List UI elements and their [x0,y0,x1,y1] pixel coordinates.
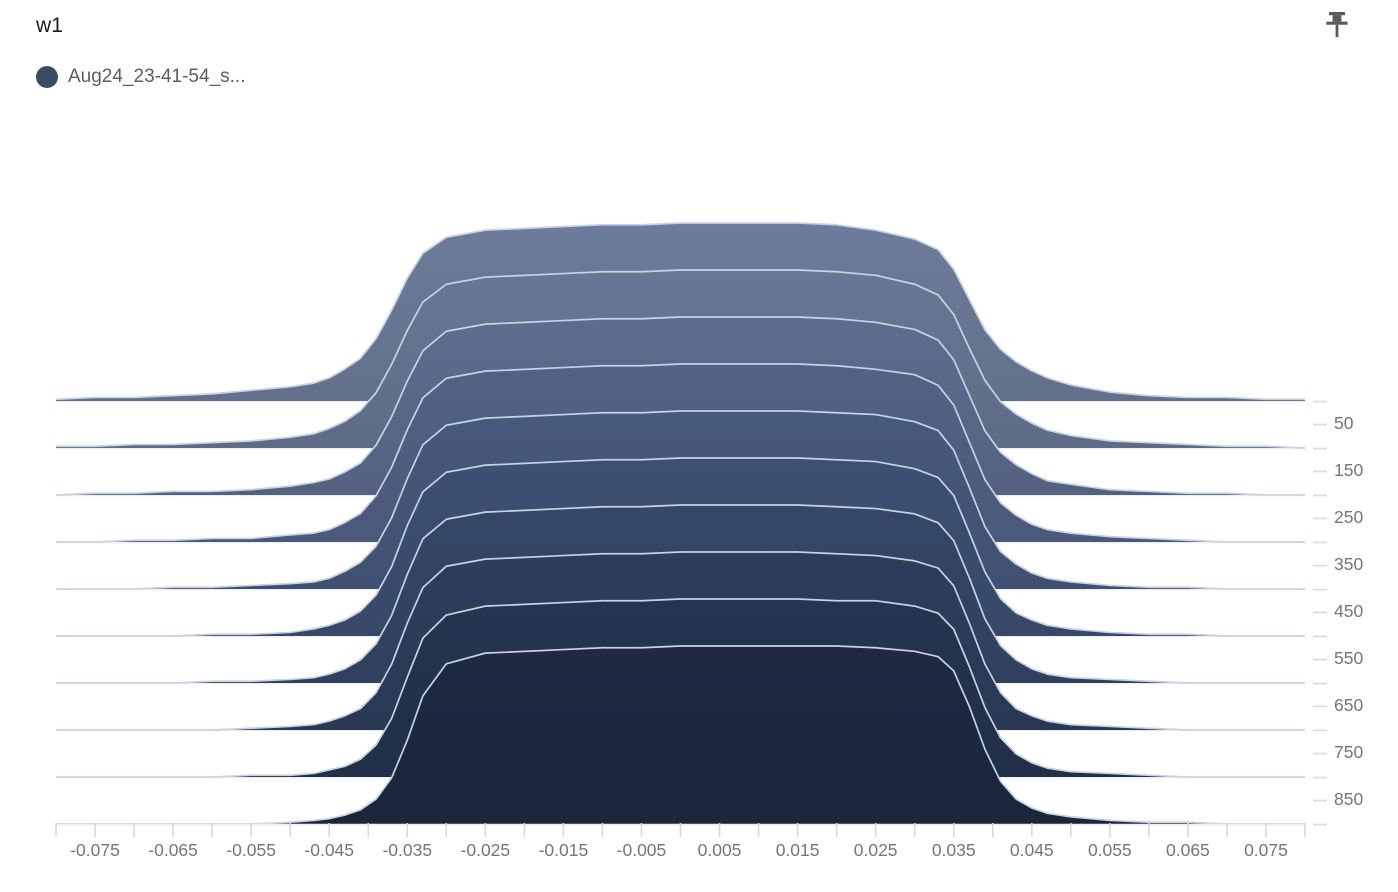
legend-item-label: Aug24_23-41-54_s... [68,66,246,87]
ridgeline-chart-svg: -0.075 -0.065 -0.055 -0.045 -0.035 -0.025 -0.0… [55,222,1363,860]
x-tick-label: -0.015 [539,840,589,860]
x-tick-label: 0.005 [698,840,742,860]
x-tick-label: 0.075 [1244,840,1288,860]
ridge-area [56,646,1305,824]
y-tick-label: 550 [1334,648,1363,668]
ridge-outline [56,363,1305,543]
ridge-outline [56,551,1305,731]
ridge-outline [56,504,1305,684]
x-tick-label: -0.055 [226,840,276,860]
x-tick-label: -0.025 [461,840,511,860]
y-tick-label: 450 [1334,601,1363,621]
ridge-outline [55,316,1305,496]
ridge-outline [56,598,1305,778]
y-tick-label: 250 [1334,507,1363,527]
y-axis: 50 150 250 350 450 550 650 750 850 [1313,400,1363,826]
ridge-outline [56,645,1305,825]
x-tick-label: -0.075 [70,840,120,860]
ridge-outline [56,269,1306,449]
x-tick-label: -0.035 [382,840,432,860]
y-tick-label: 650 [1334,695,1363,715]
y-tick-label: 50 [1334,413,1354,433]
page-title: w1 [36,14,64,37]
x-tick-label: -0.065 [148,840,198,860]
pushpin-icon[interactable] [1320,8,1354,42]
legend-color-swatch [36,66,58,88]
x-tick-label: -0.005 [617,840,667,860]
legend[interactable]: Aug24_23-41-54_s... [36,66,245,88]
y-tick-label: 850 [1334,789,1363,809]
ridge-outline [55,222,1305,401]
ridge-outline [56,457,1305,637]
y-tick-label: 750 [1334,742,1363,762]
x-axis: -0.075 -0.065 -0.055 -0.045 -0.035 -0.025 -0.0… [55,823,1306,860]
x-tick-label: -0.045 [304,840,354,860]
ridge-outline [56,410,1305,590]
y-tick-label: 150 [1334,460,1363,480]
x-tick-label: 0.045 [1010,840,1054,860]
x-tick-label: 0.025 [854,840,898,860]
x-tick-label: 0.055 [1088,840,1132,860]
x-tick-label: 0.015 [776,840,820,860]
ridgeline-plot[interactable]: -0.075 -0.065 -0.055 -0.045 -0.035 -0.025 -0.0… [0,100,1398,892]
x-tick-label: 0.065 [1166,840,1210,860]
y-tick-label: 350 [1334,554,1363,574]
x-tick-label: 0.035 [932,840,976,860]
ridge-series [55,222,1306,825]
